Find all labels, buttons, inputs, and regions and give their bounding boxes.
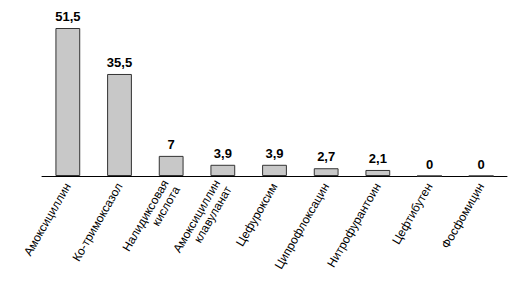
- svg-text:51,5: 51,5: [55, 9, 80, 24]
- svg-text:0: 0: [478, 157, 485, 172]
- svg-text:3,9: 3,9: [265, 146, 283, 161]
- svg-text:2,1: 2,1: [369, 151, 387, 166]
- svg-text:3,9: 3,9: [214, 146, 232, 161]
- svg-text:Амоксициллин: Амоксициллин: [170, 177, 224, 256]
- svg-text:Нитрофурантоин: Нитрофурантоин: [324, 180, 384, 269]
- svg-text:Амоксициллин: Амоксициллин: [21, 180, 74, 258]
- svg-text:0: 0: [426, 157, 433, 172]
- svg-text:Цефтибутен: Цефтибутен: [389, 180, 435, 246]
- svg-text:Фосфомицин: Фосфомицин: [438, 180, 487, 251]
- svg-text:7: 7: [168, 137, 175, 152]
- svg-text:Ципрофлоксацин: Ципрофлоксацин: [272, 180, 333, 271]
- svg-text:Ко-тримоксазол: Ко-тримоксазол: [69, 180, 125, 263]
- svg-text:2,7: 2,7: [317, 149, 335, 164]
- svg-text:кислота: кислота: [149, 183, 183, 228]
- svg-text:Налидиксовая: Налидиксовая: [119, 177, 172, 254]
- svg-text:35,5: 35,5: [107, 55, 132, 70]
- svg-text:клавуланат: клавуланат: [191, 183, 235, 245]
- svg-text:Цефуроксим: Цефуроксим: [233, 180, 281, 248]
